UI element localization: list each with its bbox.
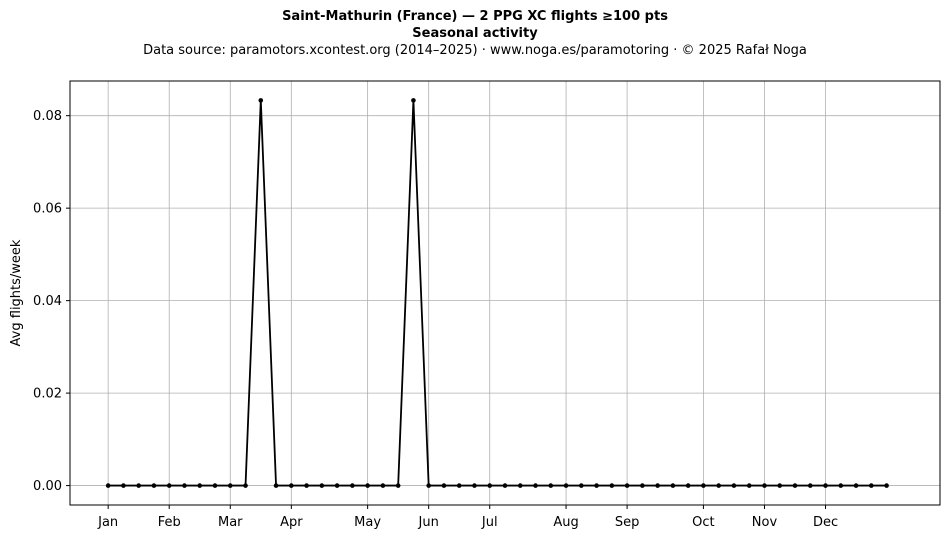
y-axis: 0.00 0.02 0.04 0.06 0.08 bbox=[33, 109, 70, 494]
data-point bbox=[395, 483, 401, 488]
series-line-layer bbox=[108, 99, 887, 487]
x-tick-label: May bbox=[354, 515, 381, 530]
data-point bbox=[456, 483, 462, 488]
data-point bbox=[548, 483, 554, 488]
data-point bbox=[670, 483, 676, 488]
data-point bbox=[365, 483, 370, 488]
x-tick-label: Jul bbox=[481, 515, 498, 530]
plot-frame bbox=[69, 80, 941, 506]
data-point bbox=[762, 483, 767, 488]
data-points bbox=[105, 98, 889, 488]
x-tick-label: Dec bbox=[813, 515, 838, 530]
data-point bbox=[609, 483, 615, 488]
data-point bbox=[151, 483, 157, 488]
data-point bbox=[594, 483, 599, 488]
data-point bbox=[197, 483, 203, 488]
data-point bbox=[701, 483, 706, 488]
data-point bbox=[655, 483, 660, 488]
data-point bbox=[533, 483, 538, 488]
x-axis: Jan Feb Mar Apr May Jun Jul Aug Sep Oct Nov Dec bbox=[97, 505, 838, 530]
data-point bbox=[166, 483, 172, 488]
x-tick-label: Apr bbox=[280, 515, 303, 530]
data-point bbox=[380, 483, 386, 488]
y-tick-label: 0.08 bbox=[33, 109, 62, 124]
data-point bbox=[319, 483, 325, 488]
data-point bbox=[579, 483, 584, 488]
x-tick-label: Feb bbox=[158, 515, 181, 530]
y-axis-label: Avg flights/week bbox=[9, 239, 24, 346]
data-point bbox=[304, 483, 309, 488]
data-point bbox=[273, 483, 279, 488]
data-point bbox=[640, 483, 645, 488]
data-point bbox=[334, 483, 340, 488]
y-tick-label: 0.04 bbox=[33, 294, 62, 309]
data-point bbox=[243, 483, 248, 488]
data-point bbox=[289, 483, 294, 488]
chart-source: Data source: paramotors.xcontest.org (20… bbox=[143, 43, 807, 58]
data-point bbox=[212, 483, 218, 488]
data-point bbox=[258, 98, 264, 103]
data-point bbox=[105, 483, 111, 488]
data-point bbox=[502, 483, 508, 488]
y-tick-label: 0.00 bbox=[33, 479, 62, 494]
data-point bbox=[685, 483, 691, 488]
data-point bbox=[411, 98, 416, 103]
x-tick-label: Nov bbox=[752, 515, 778, 530]
y-tick-label: 0.02 bbox=[33, 387, 62, 402]
chart-title: Saint-Mathurin (France) — 2 PPG XC fligh… bbox=[282, 9, 668, 24]
data-point bbox=[853, 483, 859, 488]
data-point bbox=[426, 483, 431, 488]
series-line bbox=[108, 99, 887, 487]
x-tick-label: Oct bbox=[692, 515, 714, 530]
x-tick-label: Jan bbox=[97, 515, 118, 530]
data-point bbox=[563, 483, 569, 488]
data-point bbox=[182, 483, 187, 488]
data-point bbox=[227, 483, 233, 488]
x-tick-label: Aug bbox=[553, 515, 578, 530]
data-point bbox=[136, 483, 141, 488]
chart-subtitle: Seasonal activity bbox=[412, 26, 538, 41]
data-point bbox=[716, 483, 721, 488]
grid bbox=[70, 81, 940, 505]
data-point bbox=[777, 483, 783, 488]
x-tick-label: Jun bbox=[418, 515, 439, 530]
data-point bbox=[472, 483, 477, 488]
data-point bbox=[869, 483, 874, 488]
data-point bbox=[350, 483, 355, 488]
data-point bbox=[624, 483, 630, 488]
data-point bbox=[792, 483, 798, 488]
data-point bbox=[807, 483, 813, 488]
data-point bbox=[731, 483, 737, 488]
data-point bbox=[884, 483, 889, 488]
data-point bbox=[823, 483, 828, 488]
data-point bbox=[487, 483, 493, 488]
y-tick-label: 0.06 bbox=[33, 202, 62, 217]
data-point bbox=[121, 483, 126, 488]
x-tick-label: Mar bbox=[218, 515, 243, 530]
x-tick-label: Sep bbox=[615, 515, 640, 530]
data-point bbox=[441, 483, 447, 488]
data-point bbox=[517, 483, 523, 488]
data-point bbox=[746, 483, 752, 488]
data-point bbox=[838, 483, 844, 488]
